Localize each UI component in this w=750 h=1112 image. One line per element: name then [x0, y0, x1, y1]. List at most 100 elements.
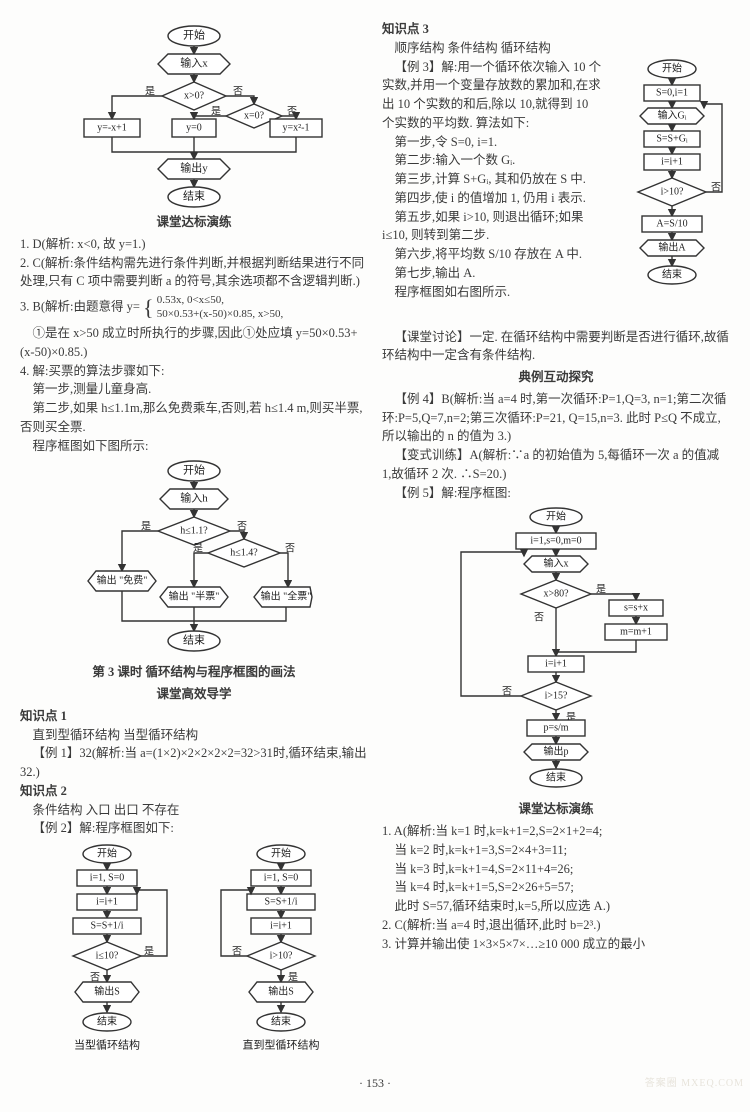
svg-text:开始: 开始 — [183, 463, 205, 477]
svg-text:h≤1.1?: h≤1.1? — [180, 526, 208, 537]
right-column: 知识点 3 顺序结构 条件结构 循环结构 【例 3】解:用一个循环依次输入 10… — [382, 20, 730, 1066]
svg-text:开始: 开始 — [97, 846, 117, 859]
vt: 【变式训练】A(解析:∵a 的初始值为 5,每循环一次 a 的值减 1,故循环 … — [382, 446, 730, 484]
svg-text:i=i+1: i=i+1 — [545, 659, 567, 670]
s8: 程序框图如右图所示. — [382, 283, 602, 302]
s4: 第四步,使 i 的值增加 1, 仍用 i 表示. — [382, 189, 602, 208]
ans-3a: 3. B(解析:由题意得 y= — [20, 299, 140, 313]
svg-text:开始: 开始 — [662, 61, 682, 74]
svg-text:i>10?: i>10? — [270, 950, 293, 961]
ans-3d: ①是在 x>50 成立时所执行的步骤,因此①处应填 y=50×0.53+(x-5… — [20, 324, 368, 362]
svg-text:i=1, S=0: i=1, S=0 — [90, 872, 125, 883]
svg-text:输出S: 输出S — [94, 984, 120, 997]
a3: 3. 计算并输出使 1×3×5×7×…≥10 000 成立的最小 — [382, 935, 730, 954]
svg-text:m=m+1: m=m+1 — [620, 627, 652, 638]
svg-text:s=s+x: s=s+x — [624, 603, 648, 614]
page-number: · 153 · — [20, 1074, 730, 1092]
flowchart-3: 开始 i=1, S=0 i=i+1 S=S+1/i i≤10? 是 否 输出S … — [20, 842, 368, 1062]
svg-text:输出S: 输出S — [268, 984, 294, 997]
ans-1: 1. D(解析: x<0, 故 y=1.) — [20, 235, 368, 254]
svg-text:输入x: 输入x — [180, 56, 208, 70]
flowchart-A: 开始 S=0,i=1 输入Gᵢ S=S+Gᵢ i=i+1 i>10? 否 A=S… — [610, 58, 730, 328]
kp2a: 条件结构 入口 出口 不存在 — [20, 801, 368, 820]
svg-text:输出 "全票": 输出 "全票" — [261, 590, 312, 603]
section-title-1: 课堂达标演练 — [20, 213, 368, 232]
s5: 第五步,如果 i>10, 则退出循环;如果 i≤10, 则转到第二步. — [382, 208, 602, 246]
svg-text:结束: 结束 — [662, 267, 682, 280]
discussion: 【课堂讨论】一定. 在循环结构中需要判断是否进行循环,故循环结构中一定含有条件结… — [382, 328, 730, 366]
lesson-title: 第 3 课时 循环结构与程序框图的画法 — [20, 663, 368, 682]
s2: 第二步:输入一个数 Gᵢ. — [382, 151, 602, 170]
svg-text:S=S+1/i: S=S+1/i — [91, 920, 124, 931]
svg-text:i≤10?: i≤10? — [96, 950, 119, 961]
ans-3b: 0.53x, 0<x≤50, — [157, 294, 284, 308]
svg-text:结束: 结束 — [183, 634, 205, 647]
a1a: 1. A(解析:当 k=1 时,k=k+1=2,S=2×1+2=4; — [382, 822, 730, 841]
flowchart-2: 开始 输入h h≤1.1? 是 否 h≤1.4? 是 否 输出 "免费" 输出 … — [20, 459, 368, 659]
svg-text:开始: 开始 — [546, 510, 566, 523]
a2: 2. C(解析:当 a=4 时,退出循环,此时 b=2³.) — [382, 916, 730, 935]
svg-text:i=i+1: i=i+1 — [96, 896, 118, 907]
svg-text:输入x: 输入x — [544, 557, 569, 570]
svg-text:开始: 开始 — [271, 846, 291, 859]
flowchart-B: 开始 i=1,s=0,m=0 输入x x>80? 是 否 s=s+x m=m+1… — [382, 506, 730, 796]
kp3: 知识点 3 — [382, 20, 730, 39]
page-columns: 开始 输入x x>0? 是 否 y=-x+1 x=0? 是 否 y=0 y=x²… — [20, 20, 730, 1066]
svg-text:i=i+1: i=i+1 — [270, 920, 292, 931]
watermark: 答案圈 MXEQ.COM — [645, 1078, 744, 1090]
section-title-2: 课堂高效导学 — [20, 685, 368, 704]
svg-text:y=-x+1: y=-x+1 — [97, 122, 127, 133]
svg-text:输入h: 输入h — [180, 491, 208, 505]
svg-text:S=S+1/i: S=S+1/i — [265, 896, 298, 907]
section-title-3: 典例互动探究 — [382, 368, 730, 387]
ans-2: 2. C(解析:条件结构需先进行条件判断,并根据判断结果进行不同处理,只有 C … — [20, 254, 368, 292]
svg-text:S=0,i=1: S=0,i=1 — [656, 87, 688, 98]
svg-text:x>0?: x>0? — [184, 90, 205, 101]
s1: 第一步,令 S=0, i=1. — [382, 133, 602, 152]
left-column: 开始 输入x x>0? 是 否 y=-x+1 x=0? 是 否 y=0 y=x²… — [20, 20, 368, 1066]
svg-text:结束: 结束 — [97, 1014, 117, 1027]
kp2b: 【例 2】解:程序框图如下: — [20, 819, 368, 838]
svg-text:i>10?: i>10? — [661, 186, 684, 197]
svg-text:结束: 结束 — [183, 190, 205, 203]
svg-text:否: 否 — [534, 612, 544, 624]
flowchart-1: 开始 输入x x>0? 是 否 y=-x+1 x=0? 是 否 y=0 y=x²… — [20, 24, 368, 209]
svg-text:p=s/m: p=s/m — [543, 723, 568, 734]
kp2: 知识点 2 — [20, 782, 368, 801]
e4: 【例 4】B(解析:当 a=4 时,第一次循环:P=1,Q=3, n=1;第二次… — [382, 390, 730, 446]
kp3a: 顺序结构 条件结构 循环结构 — [382, 39, 730, 58]
svg-text:x=0?: x=0? — [244, 110, 265, 121]
svg-text:y=x²-1: y=x²-1 — [283, 122, 310, 133]
svg-text:结束: 结束 — [546, 771, 566, 784]
svg-text:直到型循环结构: 直到型循环结构 — [243, 1038, 320, 1052]
a1c: 当 k=3 时,k=k+1=4,S=2×11+4=26; — [382, 860, 730, 879]
kp1a: 直到型循环结构 当型循环结构 — [20, 726, 368, 745]
svg-text:i=1, S=0: i=1, S=0 — [264, 872, 299, 883]
svg-text:输出p: 输出p — [544, 745, 569, 758]
ans-4b: 第一步,测量儿童身高. — [20, 380, 368, 399]
ans-4c: 第二步,如果 h≤1.1m,那么免费乘车,否则,若 h≤1.4 m,则买半票,否… — [20, 399, 368, 437]
s3: 第三步,计算 S+Gᵢ, 其和仍放在 S 中. — [382, 170, 602, 189]
s6: 第六步,将平均数 S/10 存放在 A 中. — [382, 245, 602, 264]
svg-text:开始: 开始 — [183, 28, 205, 42]
svg-text:y=0: y=0 — [186, 122, 202, 133]
ans-4a: 4. 解:买票的算法步骤如下: — [20, 362, 368, 381]
svg-text:输出 "半票": 输出 "半票" — [169, 590, 220, 603]
section-title-4: 课堂达标演练 — [382, 800, 730, 819]
ex3-text: 【例 3】解:用一个循环依次输入 10 个实数,并用一个变量存放数的累加和,在求… — [382, 58, 602, 328]
svg-text:i=i+1: i=i+1 — [661, 156, 683, 167]
ans-4d: 程序框图如下图所示: — [20, 437, 368, 456]
svg-text:i>15?: i>15? — [545, 691, 568, 702]
svg-text:输出 "免费": 输出 "免费" — [97, 574, 148, 587]
svg-text:结束: 结束 — [271, 1014, 291, 1027]
a1e: 此时 S=57,循环结束时,k=5,所以应选 A.) — [382, 897, 730, 916]
svg-text:A=S/10: A=S/10 — [656, 218, 687, 229]
svg-text:输出A: 输出A — [658, 240, 686, 253]
ex3-row: 【例 3】解:用一个循环依次输入 10 个实数,并用一个变量存放数的累加和,在求… — [382, 58, 730, 328]
kp1b: 【例 1】32(解析:当 a=(1×2)×2×2×2×2=32>31时,循环结束… — [20, 744, 368, 782]
s7: 第七步,输出 A. — [382, 264, 602, 283]
e5: 【例 5】解:程序框图: — [382, 484, 730, 503]
ans-3c: 50×0.53+(x-50)×0.85, x>50, — [157, 308, 284, 322]
a1b: 当 k=2 时,k=k+1=3,S=2×4+3=11; — [382, 841, 730, 860]
svg-text:x>80?: x>80? — [543, 589, 569, 600]
